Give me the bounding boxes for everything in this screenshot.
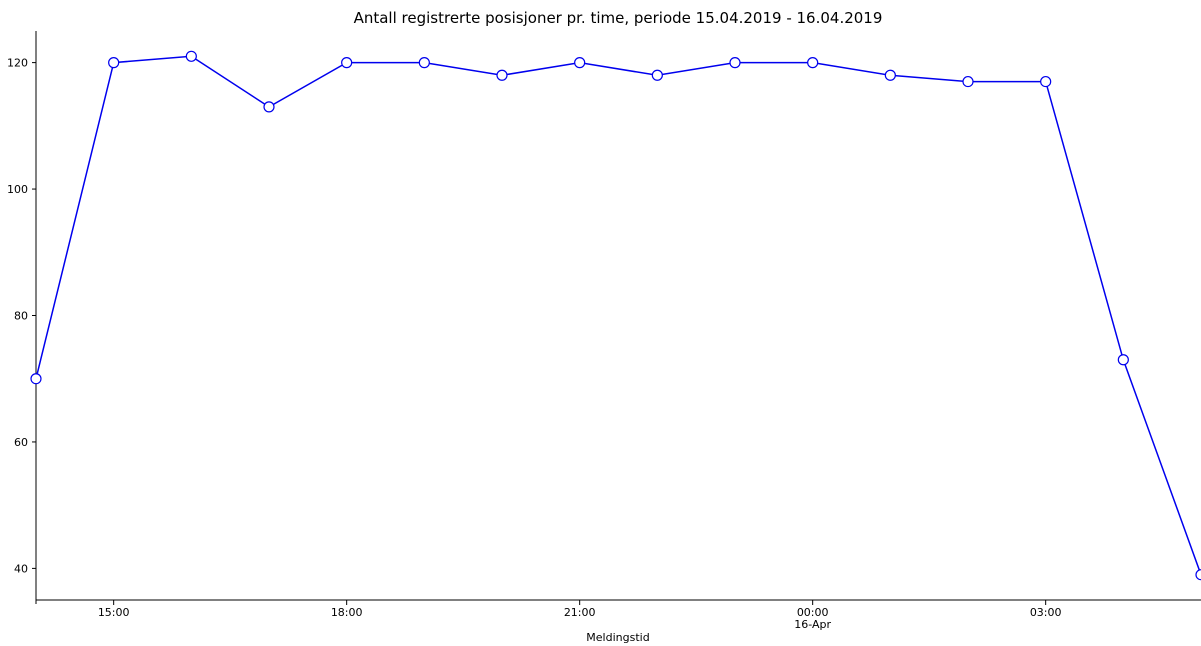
x-tick-label: 00:00 bbox=[797, 606, 829, 619]
y-tick-label: 100 bbox=[7, 183, 28, 196]
y-tick-label: 120 bbox=[7, 57, 28, 70]
x-tick-sublabel: 16-Apr bbox=[794, 618, 831, 631]
data-point bbox=[807, 57, 819, 69]
data-point bbox=[1195, 569, 1201, 581]
data-point bbox=[651, 69, 663, 81]
data-point bbox=[574, 57, 586, 69]
data-point bbox=[263, 101, 275, 113]
x-tick-label: 03:00 bbox=[1030, 606, 1062, 619]
x-axis-label: Meldingstid bbox=[586, 631, 649, 644]
y-axis-ticks: 40 60 80 100 120 bbox=[7, 57, 36, 575]
x-tick-label: 15:00 bbox=[98, 606, 130, 619]
x-tick-label: 21:00 bbox=[564, 606, 596, 619]
y-tick-label: 40 bbox=[14, 562, 28, 575]
data-point bbox=[729, 57, 741, 69]
chart-title: Antall registrerte posisjoner pr. time, … bbox=[354, 9, 883, 27]
data-point bbox=[418, 57, 430, 69]
axes bbox=[35, 31, 1201, 601]
data-point bbox=[496, 69, 508, 81]
data-point bbox=[884, 69, 896, 81]
y-tick-label: 60 bbox=[14, 436, 28, 449]
data-point bbox=[962, 75, 974, 88]
data-point bbox=[30, 373, 42, 385]
data-point bbox=[108, 57, 120, 69]
data-point bbox=[185, 50, 197, 62]
data-point bbox=[1040, 75, 1052, 88]
data-point bbox=[341, 57, 353, 69]
x-tick-label: 18:00 bbox=[331, 606, 363, 619]
y-tick-label: 80 bbox=[14, 310, 28, 323]
series-line bbox=[35, 55, 1201, 575]
series-markers bbox=[30, 50, 1201, 581]
data-point bbox=[1117, 354, 1129, 366]
